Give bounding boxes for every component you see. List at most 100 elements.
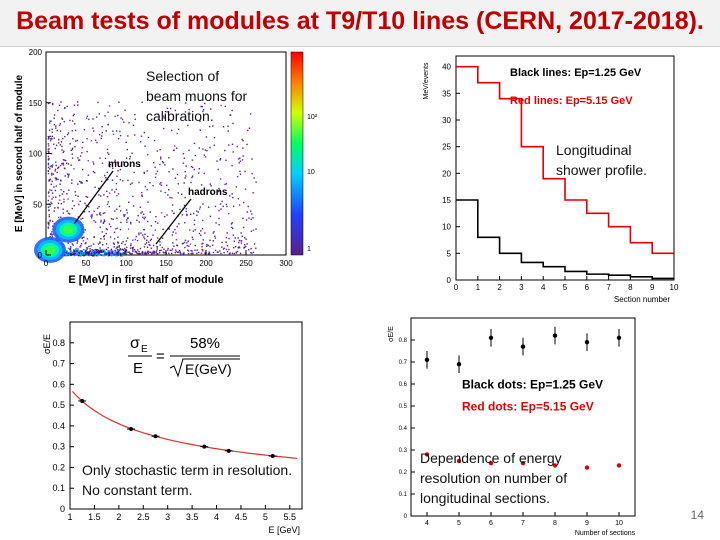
x-tick-label: 2.5: [137, 512, 150, 522]
y-tick-label: 200: [29, 48, 43, 57]
y-tick-label: 20: [442, 169, 451, 178]
resolution-vs-energy-chart: 1 1.5 2 2.5 3 3.5 4 4.5 5 5.5 0 0.1 0.2 0.3 0.4 0.5 0.6 0…: [42, 321, 303, 535]
x-tick-label: 150: [159, 259, 173, 268]
sections-note: Dependence of energy resolution on numbe…: [420, 450, 568, 506]
colorbar-tick-label: 1: [307, 246, 311, 253]
y-tick-label: 0.5: [52, 400, 65, 410]
legend-red: Red lines: Ep=5.15 GeV: [510, 95, 633, 107]
resolution-note: Only stochastic term in resolution. No c…: [82, 462, 293, 498]
x-tick-label: 8: [553, 520, 557, 527]
data-point-0: [456, 362, 462, 367]
cluster-muons: [62, 225, 74, 234]
x-tick-label: 100: [119, 259, 133, 268]
colorbar: [290, 51, 304, 256]
data-point: [80, 398, 85, 403]
data-point-0: [584, 340, 590, 345]
y-tick-label: 5: [447, 249, 452, 258]
data-point: [226, 448, 231, 453]
formula-sqrt-arg: E(GeV): [185, 361, 232, 377]
x-tick-label: 4: [541, 283, 546, 292]
x-tick-label: 9: [585, 520, 589, 527]
data-point-1: [584, 465, 590, 470]
x-tick-label: 1: [67, 512, 72, 522]
data-point-1: [552, 463, 558, 468]
x-tick-label: 0: [44, 259, 49, 268]
x-tick-label: 200: [199, 259, 213, 268]
y-tick-label: 0.6: [399, 382, 408, 388]
shower-profile-chart: 0 1 2 3 4 5 6 7 8 9 10 0 5 10 15 20 25 30 35 40 Section numb…: [423, 55, 679, 304]
plot-frame: [69, 321, 303, 510]
data-point-1: [424, 452, 430, 457]
data-point-1: [456, 458, 462, 464]
slide-title: Beam tests of modules at T9/T10 lines (C…: [16, 7, 704, 35]
y-tick-label: 0: [447, 276, 452, 285]
data-point-0: [616, 335, 622, 340]
y-axis-label: σE/E: [388, 326, 395, 342]
y-tick-label: 0.6: [52, 379, 65, 389]
x-tick-label: 8: [628, 283, 633, 292]
x-tick-label: 1: [476, 283, 481, 292]
x-tick-label: 7: [521, 520, 525, 527]
scatter-note: Selection of beam muons for calibration.: [146, 68, 248, 124]
y-axis-label: MeV/events: [423, 62, 430, 99]
formula-sigma: σ: [130, 335, 140, 352]
formula-sqrt: [169, 358, 240, 378]
x-tick-label: 5: [263, 512, 268, 522]
formula-eq: =: [156, 348, 165, 365]
y-tick-label: 100: [29, 150, 43, 159]
x-axis-label: Section number: [614, 295, 670, 304]
data-point: [202, 444, 207, 449]
x-tick-label: 7: [606, 283, 611, 292]
data-point: [153, 434, 158, 439]
colorbar-tick-label: 10²: [307, 114, 318, 121]
x-tick-label: 250: [239, 259, 253, 268]
y-tick-label: 30: [442, 116, 451, 125]
formula-num: 58%: [190, 335, 220, 352]
data-point-0: [424, 357, 430, 362]
y-tick-label: 0.1: [52, 483, 65, 493]
y-tick-label: 15: [442, 196, 451, 205]
cluster-pedestal: [44, 245, 56, 254]
y-axis-label: E [MeV] in second half of module: [14, 74, 25, 232]
x-axis-label: E [GeV]: [268, 525, 300, 535]
y-tick-label: 0.7: [52, 359, 65, 369]
y-tick-label: 40: [442, 63, 451, 72]
x-tick-label: 3: [165, 512, 170, 522]
x-tick-label: 6: [489, 520, 493, 527]
x-tick-label: 5: [563, 283, 568, 292]
y-tick-label: 0.2: [399, 470, 408, 476]
x-tick-label: 2: [497, 283, 502, 292]
y-tick-label: 0.4: [52, 421, 65, 431]
x-tick-label: 10: [615, 520, 623, 527]
data-point: [270, 454, 275, 459]
scatter-heatmap-chart: 0 50 100 150 200 250 300 0 50 100 150 200 E [MeV] in…: [14, 48, 318, 286]
data-point-1: [616, 463, 622, 468]
data-point-0: [488, 335, 494, 340]
x-tick-label: 10: [670, 283, 679, 292]
legend-black: Black dots: Ep=1.25 GeV: [462, 377, 603, 391]
x-tick-label: 5.5: [284, 512, 297, 522]
y-tick-label: 25: [442, 143, 451, 152]
x-tick-label: 3: [519, 283, 524, 292]
arrow-muons: [73, 170, 114, 225]
formula-den: E: [133, 360, 143, 377]
x-tick-label: 4: [425, 520, 429, 527]
data-point: [129, 427, 134, 432]
y-tick-label: 0.8: [52, 338, 65, 348]
data-point-1: [488, 461, 494, 466]
legend-red: Red dots: Ep=5.15 GeV: [462, 399, 594, 413]
plot-frame: [45, 51, 287, 256]
x-tick-label: 2: [116, 512, 121, 522]
annotation-hadrons: hadrons: [188, 187, 228, 198]
title-bar: Beam tests of modules at T9/T10 lines (C…: [0, 0, 720, 47]
x-axis-label: E [MeV] in first half of module: [68, 274, 223, 286]
y-tick-label: 10: [442, 223, 451, 232]
x-tick-label: 5: [457, 520, 461, 527]
page-number: 14: [690, 508, 704, 522]
x-tick-label: 50: [82, 259, 91, 268]
x-tick-label: 0: [454, 283, 459, 292]
y-tick-label: 0: [38, 251, 43, 260]
y-tick-label: 0.3: [399, 448, 408, 454]
y-tick-label: 0.5: [399, 404, 408, 410]
legend-black: Black lines: Ep=1.25 GeV: [510, 67, 642, 79]
